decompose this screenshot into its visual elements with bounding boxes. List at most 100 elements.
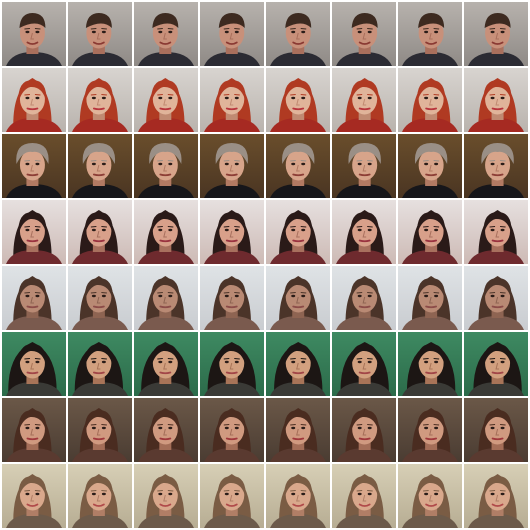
face-tile — [200, 200, 264, 264]
face-tile — [68, 134, 132, 198]
face-image — [68, 398, 132, 462]
face-tile — [68, 266, 132, 330]
face-image — [2, 398, 66, 462]
face-image — [134, 398, 198, 462]
face-tile — [398, 266, 462, 330]
face-image — [68, 134, 132, 198]
face-tile — [2, 2, 66, 66]
face-tile — [266, 398, 330, 462]
face-tile — [332, 332, 396, 396]
face-image — [134, 266, 198, 330]
face-tile — [2, 266, 66, 330]
face-image — [68, 464, 132, 528]
face-image — [332, 398, 396, 462]
face-image — [398, 332, 462, 396]
face-tile — [464, 332, 528, 396]
face-image — [398, 2, 462, 66]
face-image — [464, 134, 528, 198]
face-tile — [464, 398, 528, 462]
face-tile — [68, 398, 132, 462]
face-image — [464, 68, 528, 132]
face-tile — [266, 200, 330, 264]
face-tile — [464, 464, 528, 528]
face-tile — [134, 134, 198, 198]
face-image — [464, 332, 528, 396]
face-image — [200, 2, 264, 66]
face-tile — [464, 134, 528, 198]
face-tile — [332, 134, 396, 198]
face-tile — [266, 266, 330, 330]
face-image — [398, 464, 462, 528]
face-image — [464, 464, 528, 528]
face-image — [134, 332, 198, 396]
face-image — [398, 266, 462, 330]
face-image — [68, 2, 132, 66]
face-tile — [332, 266, 396, 330]
face-tile — [398, 2, 462, 66]
face-tile — [134, 332, 198, 396]
face-tile — [68, 332, 132, 396]
face-image — [2, 332, 66, 396]
face-tile — [398, 464, 462, 528]
face-tile — [200, 332, 264, 396]
face-image — [464, 266, 528, 330]
face-image — [134, 200, 198, 264]
face-image — [134, 68, 198, 132]
face-image — [332, 332, 396, 396]
face-tile — [398, 398, 462, 462]
face-image — [464, 200, 528, 264]
face-image — [2, 134, 66, 198]
face-tile — [332, 398, 396, 462]
face-tile — [2, 134, 66, 198]
face-image — [2, 68, 66, 132]
face-image — [68, 200, 132, 264]
face-tile — [464, 68, 528, 132]
face-image — [266, 200, 330, 264]
face-tile — [398, 332, 462, 396]
face-image — [200, 200, 264, 264]
face-image — [266, 332, 330, 396]
face-tile — [200, 266, 264, 330]
face-image — [68, 68, 132, 132]
face-image — [332, 2, 396, 66]
face-image — [266, 2, 330, 66]
face-image — [332, 200, 396, 264]
face-tile — [398, 68, 462, 132]
face-image — [200, 398, 264, 462]
face-tile — [68, 464, 132, 528]
face-image — [398, 68, 462, 132]
face-tile — [2, 200, 66, 264]
face-tile — [332, 2, 396, 66]
face-image — [266, 134, 330, 198]
face-image — [464, 2, 528, 66]
face-tile — [398, 134, 462, 198]
face-tile — [200, 398, 264, 462]
face-tile — [332, 68, 396, 132]
face-image — [266, 266, 330, 330]
face-image — [2, 200, 66, 264]
face-tile — [68, 68, 132, 132]
face-image — [2, 2, 66, 66]
face-tile — [134, 398, 198, 462]
face-image — [398, 134, 462, 198]
face-image — [2, 266, 66, 330]
face-tile — [266, 464, 330, 528]
face-tile — [2, 398, 66, 462]
face-image — [134, 2, 198, 66]
face-tile — [200, 464, 264, 528]
face-image — [134, 464, 198, 528]
face-image — [398, 398, 462, 462]
face-tile — [332, 200, 396, 264]
face-image — [134, 134, 198, 198]
face-tile — [266, 332, 330, 396]
face-image — [200, 134, 264, 198]
face-tile — [200, 68, 264, 132]
face-image — [200, 266, 264, 330]
face-image — [266, 68, 330, 132]
face-tile — [134, 200, 198, 264]
face-image — [200, 332, 264, 396]
face-image — [200, 68, 264, 132]
face-tile — [200, 134, 264, 198]
face-image — [68, 266, 132, 330]
